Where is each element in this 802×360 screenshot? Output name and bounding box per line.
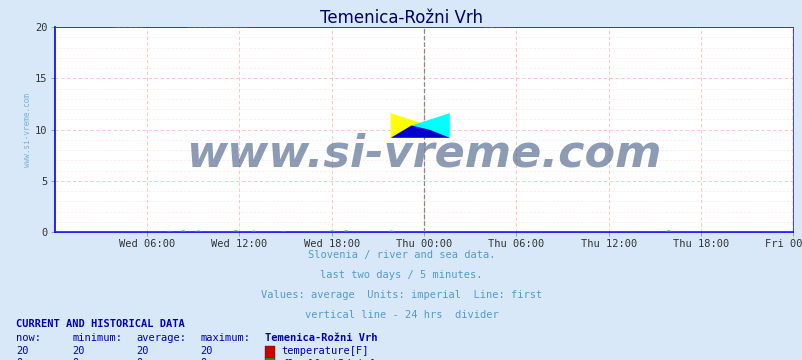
Polygon shape — [391, 113, 428, 138]
Text: Temenica-Rožni Vrh: Temenica-Rožni Vrh — [320, 9, 482, 27]
Text: 0: 0 — [72, 358, 79, 360]
Text: 20: 20 — [16, 346, 29, 356]
Text: 0: 0 — [16, 358, 22, 360]
Text: last two days / 5 minutes.: last two days / 5 minutes. — [320, 270, 482, 280]
Polygon shape — [391, 126, 449, 138]
Text: 0: 0 — [200, 358, 207, 360]
Text: www.si-vreme.com: www.si-vreme.com — [186, 133, 661, 176]
Text: temperature[F]: temperature[F] — [282, 346, 369, 356]
Text: maximum:: maximum: — [200, 333, 250, 343]
Text: Temenica-Rožni Vrh: Temenica-Rožni Vrh — [265, 333, 377, 343]
Polygon shape — [411, 113, 449, 138]
Text: flow[foot3/min]: flow[foot3/min] — [282, 358, 375, 360]
Text: CURRENT AND HISTORICAL DATA: CURRENT AND HISTORICAL DATA — [16, 319, 184, 329]
Text: 20: 20 — [72, 346, 85, 356]
Text: 20: 20 — [200, 346, 213, 356]
Text: 20: 20 — [136, 346, 149, 356]
Text: average:: average: — [136, 333, 186, 343]
Text: vertical line - 24 hrs  divider: vertical line - 24 hrs divider — [304, 310, 498, 320]
Text: Slovenia / river and sea data.: Slovenia / river and sea data. — [307, 250, 495, 260]
Text: Values: average  Units: imperial  Line: first: Values: average Units: imperial Line: fi… — [261, 290, 541, 300]
Text: 0: 0 — [136, 358, 143, 360]
Text: now:: now: — [16, 333, 41, 343]
Text: minimum:: minimum: — [72, 333, 122, 343]
Y-axis label: www.si-vreme.com: www.si-vreme.com — [23, 93, 32, 167]
